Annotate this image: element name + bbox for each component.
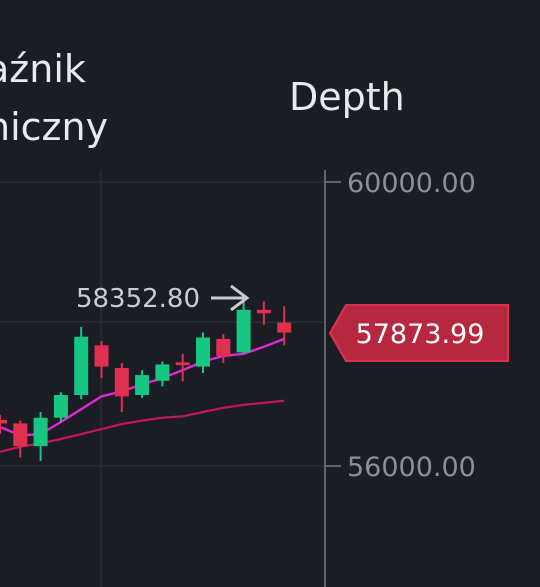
candle-body xyxy=(236,309,251,353)
tick-label: 56000.00 xyxy=(347,452,476,483)
current-price-tag: 57873.99 xyxy=(328,303,509,362)
candle-body xyxy=(277,322,292,333)
candle xyxy=(13,420,28,458)
candle-body xyxy=(256,309,271,314)
candle-body xyxy=(94,345,109,367)
candle xyxy=(196,332,210,373)
candle-body xyxy=(155,364,170,381)
candle xyxy=(94,341,109,378)
high-price-label: 58352.80 xyxy=(76,284,200,314)
candle xyxy=(33,412,48,462)
candle-body xyxy=(33,417,48,447)
candle-body xyxy=(216,338,231,356)
candle xyxy=(0,414,7,435)
tab-technical-indicator[interactable]: aźnik niczny xyxy=(0,40,108,156)
annotations: 58352.80 57873.99 xyxy=(76,284,509,362)
candle-body xyxy=(74,336,89,395)
candle-body xyxy=(175,362,190,366)
tab-indicator-line-1: aźnik xyxy=(0,47,86,91)
candle xyxy=(216,333,231,364)
candle-body xyxy=(135,375,150,395)
candle xyxy=(114,363,129,413)
candle xyxy=(74,326,89,400)
candle xyxy=(277,306,292,346)
tab-depth[interactable]: Depth xyxy=(289,75,405,119)
candle-body xyxy=(196,337,210,367)
price-tag-shape xyxy=(328,303,509,362)
current-price-label: 57873.99 xyxy=(356,319,485,350)
candles xyxy=(0,298,292,462)
candle-body xyxy=(114,368,129,397)
candle xyxy=(256,301,271,325)
candle-body xyxy=(0,419,7,424)
price-axis: 60000.00 56000.00 xyxy=(324,168,476,587)
high-price-arrowhead xyxy=(230,284,250,312)
candle xyxy=(53,392,68,422)
candle xyxy=(155,361,170,387)
tab-indicator-line-2: niczny xyxy=(0,105,109,149)
candle xyxy=(175,353,190,382)
candle-body xyxy=(13,423,28,447)
tick-label: 60000.00 xyxy=(347,168,476,199)
candle xyxy=(236,298,251,354)
chart-grid xyxy=(0,170,325,587)
candle xyxy=(135,370,150,398)
candle-body xyxy=(53,395,68,418)
